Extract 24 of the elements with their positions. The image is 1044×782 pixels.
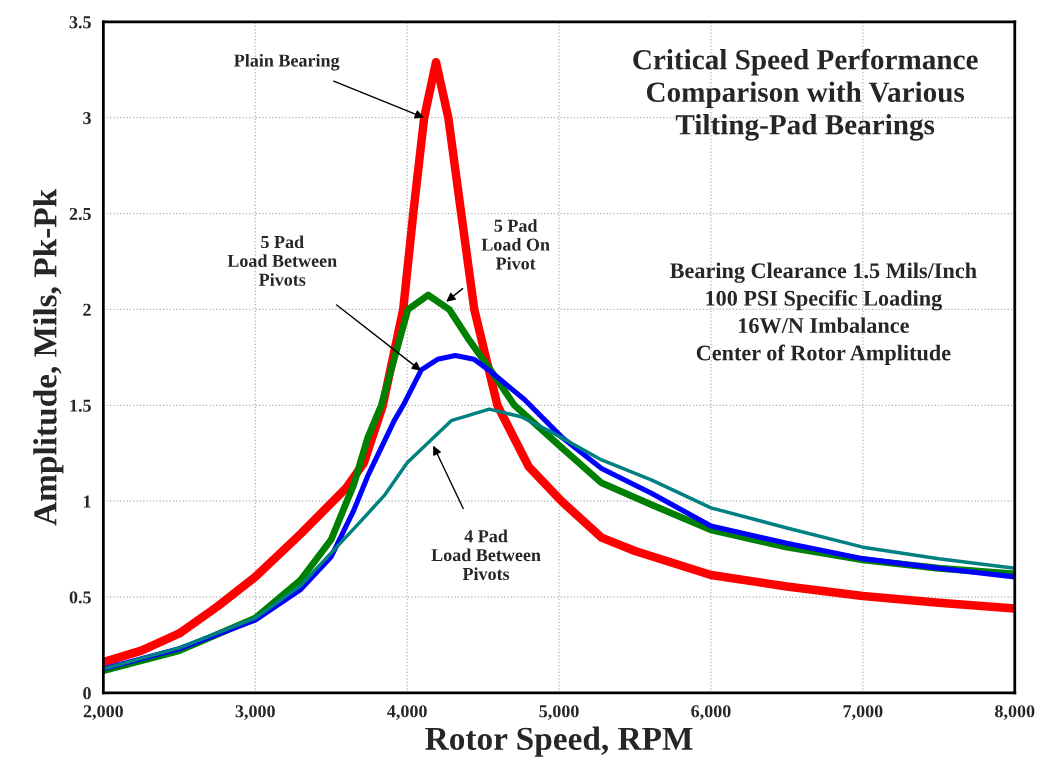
annotation: Bearing Clearance 1.5 Mils/Inch 100 PSI Specific Loading 16W/N Imbalance Center of Rotor Amplitude: [670, 262, 977, 365]
x-tick-label: 2,000: [83, 705, 123, 720]
x-tick-label: 6,000: [691, 705, 731, 720]
x-tick-label: 3,000: [235, 705, 275, 720]
y-tick-label: 0.5: [69, 591, 91, 604]
y-axis-title: Amplitude, Mils, Pk-Pk: [33, 188, 64, 526]
y-tick-label: 1: [83, 495, 91, 508]
annotation: 4 Pad Load Between Pivots: [431, 529, 541, 581]
x-tick-label: 5,000: [539, 705, 579, 720]
y-tick-label: 3.5: [69, 16, 91, 29]
y-tick-label: 2.5: [69, 207, 91, 221]
x-tick-label: 8,000: [995, 705, 1035, 720]
annotation: Plain Bearing: [234, 53, 340, 71]
y-tick-label: 3: [83, 112, 91, 125]
annotation: 5 Pad Load On Pivot: [481, 219, 550, 270]
y-tick-label: 0: [83, 687, 91, 700]
line-series: [103, 407, 1015, 671]
x-tick-label: 7,000: [843, 705, 883, 720]
x-axis-title: Rotor Speed, RPM: [425, 726, 693, 757]
y-tick-label: 1.5: [70, 399, 91, 412]
y-tick-label: 2: [83, 303, 91, 316]
annotation: 5 Pad Load Between Pivots: [227, 235, 337, 286]
x-tick-label: 4,000: [387, 705, 427, 720]
text: Critical Speed Performance Comparison with Various Tilting-Pad Bearings: [633, 48, 978, 141]
